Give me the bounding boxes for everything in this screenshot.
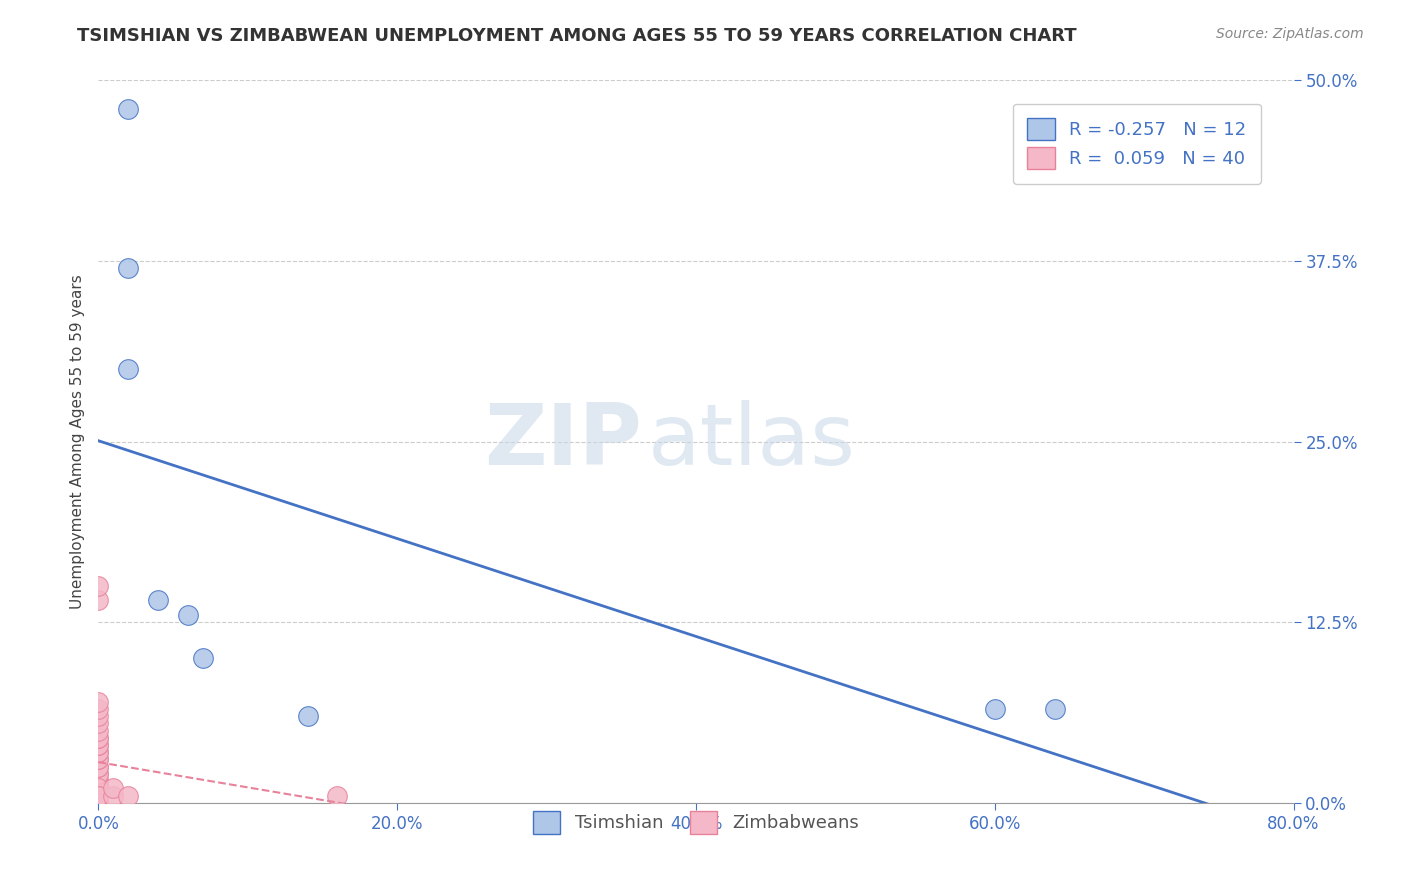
Text: atlas: atlas — [648, 400, 856, 483]
Point — [87, 593, 110, 607]
Point — [87, 796, 110, 810]
Text: Source: ZipAtlas.com: Source: ZipAtlas.com — [1216, 27, 1364, 41]
Point — [87, 789, 110, 803]
Point — [87, 767, 110, 781]
Point — [87, 789, 110, 803]
Point — [87, 796, 110, 810]
Point — [87, 760, 110, 774]
Point — [87, 716, 110, 731]
Point — [87, 745, 110, 759]
Point — [87, 745, 110, 759]
Point — [87, 781, 110, 796]
Y-axis label: Unemployment Among Ages 55 to 59 years: Unemployment Among Ages 55 to 59 years — [69, 274, 84, 609]
Point — [87, 789, 110, 803]
Point — [191, 651, 214, 665]
Point — [87, 738, 110, 752]
Point — [87, 702, 110, 716]
Point — [87, 781, 110, 796]
Point — [117, 789, 139, 803]
Point — [117, 362, 139, 376]
Point — [87, 731, 110, 745]
Point — [87, 796, 110, 810]
Point — [297, 709, 319, 723]
Legend: Tsimshian, Zimbabweans: Tsimshian, Zimbabweans — [523, 801, 869, 845]
Point — [87, 789, 110, 803]
Point — [87, 774, 110, 789]
Point — [87, 796, 110, 810]
Point — [87, 752, 110, 766]
Point — [87, 731, 110, 745]
Point — [148, 593, 170, 607]
Point — [87, 781, 110, 796]
Point — [984, 702, 1007, 716]
Point — [117, 261, 139, 276]
Point — [87, 774, 110, 789]
Point — [326, 789, 349, 803]
Point — [177, 607, 200, 622]
Point — [87, 767, 110, 781]
Point — [87, 789, 110, 803]
Text: TSIMSHIAN VS ZIMBABWEAN UNEMPLOYMENT AMONG AGES 55 TO 59 YEARS CORRELATION CHART: TSIMSHIAN VS ZIMBABWEAN UNEMPLOYMENT AMO… — [77, 27, 1077, 45]
Point — [87, 760, 110, 774]
Text: ZIP: ZIP — [485, 400, 643, 483]
Point — [1043, 702, 1066, 716]
Point — [117, 102, 139, 116]
Point — [103, 789, 125, 803]
Point — [103, 781, 125, 796]
Point — [87, 752, 110, 766]
Point — [87, 738, 110, 752]
Point — [87, 695, 110, 709]
Point — [87, 723, 110, 738]
Point — [87, 796, 110, 810]
Point — [87, 796, 110, 810]
Point — [87, 579, 110, 593]
Point — [87, 709, 110, 723]
Point — [87, 796, 110, 810]
